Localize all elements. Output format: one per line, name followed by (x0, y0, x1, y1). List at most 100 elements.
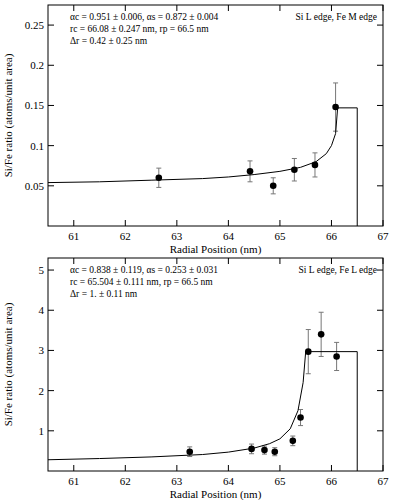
x-tick-label: 65 (274, 475, 286, 487)
x-tick (279, 5, 280, 11)
error-bar (298, 410, 303, 426)
x-tick-label: 66 (326, 475, 338, 487)
y-tick (48, 430, 54, 431)
y-tick (48, 65, 54, 66)
y-tick (48, 185, 54, 186)
x-tick-label: 63 (171, 230, 183, 242)
panel: 6162636465666712345Radial Position (nm)S… (2, 258, 389, 500)
x-tick-label: 62 (120, 230, 131, 242)
x-tick (279, 220, 280, 226)
y-tick-label: 2 (39, 385, 45, 397)
error-bar (319, 312, 324, 356)
x-tick-label: 66 (326, 230, 338, 242)
x-tick (331, 5, 332, 11)
x-tick-label: 62 (120, 475, 131, 487)
plot-frame (48, 5, 383, 226)
x-tick (176, 258, 177, 264)
x-tick (73, 465, 74, 471)
y-tick (377, 430, 383, 431)
plot-frame (48, 258, 383, 471)
y-tick (377, 185, 383, 186)
x-tick (279, 465, 280, 471)
annotation: Δr = 1. ± 0.11 nm (70, 289, 138, 299)
y-tick (377, 390, 383, 391)
x-tick (228, 258, 229, 264)
data-point (247, 168, 254, 175)
x-axis-label: Radial Position (nm) (170, 243, 262, 256)
x-tick (383, 220, 384, 226)
data-point (271, 448, 278, 455)
x-tick (383, 465, 384, 471)
x-tick-label: 61 (68, 230, 79, 242)
x-tick (125, 5, 126, 11)
data-point (186, 448, 193, 455)
x-tick (331, 465, 332, 471)
data-point (270, 183, 277, 190)
x-tick-label: 64 (223, 475, 235, 487)
x-tick (279, 258, 280, 264)
x-tick (228, 465, 229, 471)
error-bar (262, 446, 267, 454)
y-tick (48, 25, 54, 26)
y-tick-label: 0.15 (25, 99, 45, 111)
x-tick (176, 465, 177, 471)
y-tick (48, 145, 54, 146)
y-tick-label: 0.25 (25, 19, 45, 31)
y-tick-label: 0.05 (25, 180, 45, 192)
y-tick-label: 4 (39, 304, 45, 316)
x-tick (383, 258, 384, 264)
x-axis-label: Radial Position (nm) (170, 488, 262, 500)
annotation: αc = 0.838 ± 0.119, αs = 0.253 ± 0.031 (70, 265, 218, 275)
y-axis-label: Si/Fe ratio (atoms/unit area) (2, 53, 15, 177)
x-tick-label: 63 (171, 475, 183, 487)
y-tick-label: 1 (39, 425, 45, 437)
x-tick (383, 5, 384, 11)
data-point (297, 414, 304, 421)
y-tick (48, 350, 54, 351)
fit-line (48, 108, 357, 226)
y-tick (377, 310, 383, 311)
x-tick-label: 64 (223, 230, 235, 242)
error-bar (272, 448, 277, 456)
y-tick (377, 145, 383, 146)
x-tick (125, 258, 126, 264)
x-tick-label: 67 (378, 230, 390, 242)
y-tick (377, 105, 383, 106)
y-tick (48, 390, 54, 391)
x-tick (176, 5, 177, 11)
x-tick-label: 61 (68, 475, 79, 487)
y-tick-label: 0.2 (30, 59, 44, 71)
fit-line (48, 352, 357, 471)
annotation: rc = 66.08 ± 0.247 nm, rp = 66.5 nm (70, 24, 209, 34)
error-bar (290, 436, 295, 446)
annotation: αc = 0.951 ± 0.006, αs = 0.872 ± 0.004 (70, 12, 219, 22)
x-tick (331, 220, 332, 226)
error-bar (334, 342, 339, 370)
x-tick-label: 67 (378, 475, 390, 487)
x-tick (125, 465, 126, 471)
y-tick-label: 0.1 (30, 140, 44, 152)
marks (48, 312, 357, 471)
edge-label: Si L edge, Fe M edge (296, 12, 377, 22)
x-tick (228, 5, 229, 11)
x-tick-label: 65 (274, 230, 286, 242)
y-tick (377, 25, 383, 26)
marks (48, 83, 357, 226)
data-point (291, 166, 298, 173)
y-tick-label: 3 (39, 344, 45, 356)
data-point (261, 447, 268, 454)
data-point (290, 438, 297, 445)
x-tick (228, 220, 229, 226)
figure: 61 62 63 64 65 66 67 0.05 0.1 0.15 0.2 0.25 Radial P… (0, 0, 398, 500)
y-tick (48, 270, 54, 271)
annotation: Δr = 0.42 ± 0.25 nm (70, 36, 148, 46)
error-bar (312, 153, 317, 177)
error-bar (248, 161, 253, 182)
y-tick (48, 310, 54, 311)
x-tick (73, 220, 74, 226)
panel: 61 62 63 64 65 66 67 0.05 0.1 0.15 0.2 0.25 Radial P… (2, 5, 389, 256)
error-bar (271, 178, 276, 194)
annotation: rc = 65.504 ± 0.111 nm, rp = 66.5 nm (70, 277, 213, 287)
y-axis-label: Si/Fe ratio (atoms/unit area) (2, 302, 15, 426)
y-tick (377, 350, 383, 351)
